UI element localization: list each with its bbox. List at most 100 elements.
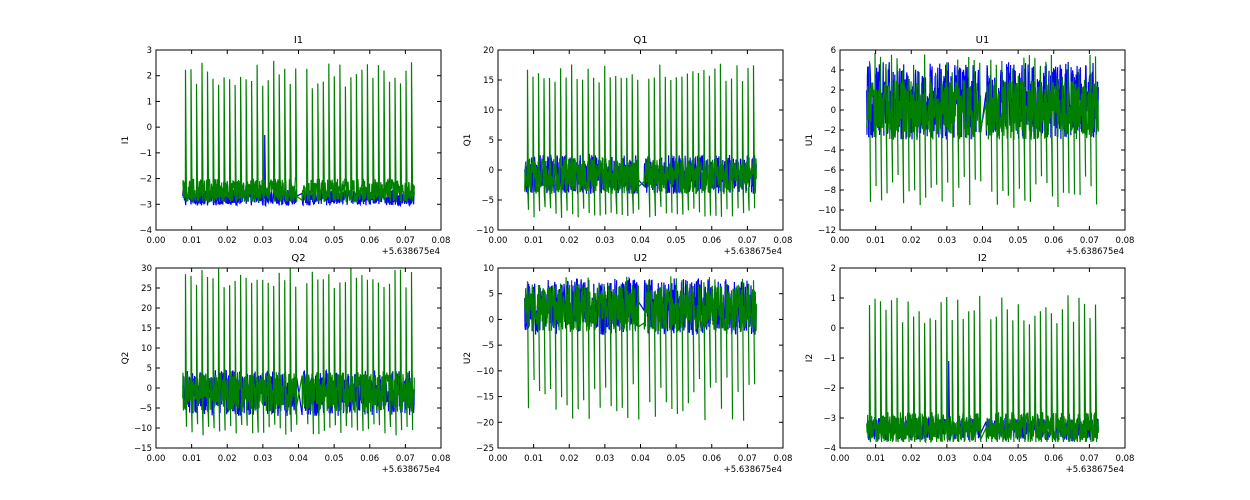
x-tick-label: 0.02	[218, 236, 237, 246]
x-tick-label: 0.07	[1080, 454, 1099, 464]
x-tick-label: 0.02	[560, 236, 579, 246]
y-tick-label: 0	[831, 324, 836, 334]
chart-title: Q1	[633, 35, 647, 46]
x-offset-label: +5.638675e4	[724, 465, 782, 475]
x-offset-label: +5.638675e4	[382, 465, 440, 475]
x-tick-label: 0.07	[738, 236, 757, 246]
x-tick-label: 0.06	[1044, 454, 1063, 464]
axes-frame	[155, 267, 442, 449]
x-tick-label: 0.08	[1116, 236, 1135, 246]
y-tick-label: −15	[134, 444, 152, 454]
x-tick-label: 0.08	[1116, 454, 1135, 464]
y-tick-label: 0	[147, 384, 152, 394]
y-tick-label: 20	[141, 304, 152, 314]
y-tick-label: 5	[147, 364, 152, 374]
y-tick-label: −15	[476, 393, 494, 403]
y-tick-label: 3	[147, 46, 152, 56]
y-tick-label: 1	[147, 97, 152, 107]
x-tick-label: 0.03	[595, 236, 614, 246]
series-line-green	[182, 268, 415, 436]
x-tick-label: 0.03	[595, 454, 614, 464]
x-tick-label: 0.03	[937, 236, 956, 246]
x-tick-label: 0.05	[325, 454, 344, 464]
x-tick-label: 0.06	[702, 454, 721, 464]
x-tick-label: 0.02	[218, 454, 237, 464]
y-tick-label: −5	[481, 341, 494, 351]
x-tick-label: 0.06	[1044, 236, 1063, 246]
x-tick-label: 0.01	[524, 454, 543, 464]
y-tick-label: −25	[476, 444, 494, 454]
x-tick-label: 0.03	[253, 454, 272, 464]
x-tick-label: 0.06	[360, 236, 379, 246]
y-tick-label: −1	[823, 354, 836, 364]
y-tick-label: 5	[489, 136, 494, 146]
series-line-green	[524, 276, 757, 421]
subplot-q1: 0.00 0.01 0.02 0.03 0.04 0.05 0.06 0.07 0.08 −10 −…	[463, 35, 792, 257]
y-tick-label: 10	[483, 106, 494, 116]
y-tick-label: 1	[831, 294, 836, 304]
x-tick-label: 0.04	[631, 454, 650, 464]
chart-title: I1	[294, 35, 303, 46]
y-axis-label: Q1	[463, 134, 473, 147]
chart-title: Q2	[291, 253, 305, 264]
x-tick-label: 0.07	[738, 454, 757, 464]
y-tick-label: −12	[818, 226, 836, 236]
x-tick-label: 0.02	[902, 454, 921, 464]
x-tick-label: 0.00	[489, 454, 508, 464]
y-tick-label: 0	[147, 123, 152, 133]
y-tick-label: 25	[141, 284, 152, 294]
chart-title: I2	[978, 253, 987, 264]
x-tick-label: 0.01	[524, 236, 543, 246]
y-tick-label: −8	[823, 186, 836, 196]
x-tick-label: 0.05	[1009, 454, 1028, 464]
y-tick-label: 20	[483, 46, 494, 56]
y-axis-label: U1	[805, 134, 815, 146]
x-tick-label: 0.04	[289, 454, 308, 464]
plot-area	[866, 52, 1099, 208]
y-tick-label: 2	[147, 72, 152, 82]
x-tick-label: 0.04	[973, 236, 992, 246]
y-tick-label: 2	[831, 264, 836, 274]
plot-area	[524, 276, 757, 421]
y-tick-label: 30	[141, 264, 152, 274]
x-tick-label: 0.01	[182, 454, 201, 464]
subplot-i1: 0.00 0.01 0.02 0.03 0.04 0.05 0.06 0.07 0.08 −4 −3…	[121, 35, 450, 257]
y-tick-label: −2	[139, 175, 152, 185]
y-tick-label: 0	[831, 106, 836, 116]
y-tick-label: −5	[481, 196, 494, 206]
subplot-i2: 0.00 0.01 0.02 0.03 0.04 0.05 0.06 0.07 0.08 −4 −3…	[805, 253, 1134, 475]
x-tick-label: 0.05	[667, 454, 686, 464]
x-tick-label: 0.08	[774, 236, 793, 246]
x-tick-label: 0.00	[831, 454, 850, 464]
plot-area	[524, 63, 757, 218]
y-tick-label: −6	[823, 166, 836, 176]
y-tick-label: 10	[141, 344, 152, 354]
y-tick-label: 10	[483, 264, 494, 274]
series-line-green	[524, 63, 757, 218]
series-line-green	[866, 52, 1099, 208]
series-line-green	[182, 60, 415, 204]
y-tick-label: −10	[818, 206, 836, 216]
y-tick-label: −10	[476, 367, 494, 377]
x-offset-label: +5.638675e4	[1066, 247, 1124, 257]
x-tick-label: 0.02	[560, 454, 579, 464]
subplot-u1: 0.00 0.01 0.02 0.03 0.04 0.05 0.06 0.07 0.08 −12 −…	[805, 35, 1134, 257]
x-tick-label: 0.08	[432, 454, 451, 464]
plot-area	[866, 295, 1099, 444]
subplot-q2: 0.00 0.01 0.02 0.03 0.04 0.05 0.06 0.07 0.08 −15 −…	[121, 253, 450, 475]
y-tick-label: 15	[483, 76, 494, 86]
x-tick-label: 0.06	[360, 454, 379, 464]
y-tick-label: −2	[823, 384, 836, 394]
x-tick-label: 0.02	[902, 236, 921, 246]
x-tick-label: 0.05	[667, 236, 686, 246]
y-tick-label: 6	[831, 46, 836, 56]
x-tick-label: 0.08	[432, 236, 451, 246]
x-tick-label: 0.08	[774, 454, 793, 464]
y-tick-label: 0	[489, 315, 494, 325]
x-offset-label: +5.638675e4	[1066, 465, 1124, 475]
y-tick-label: −3	[823, 414, 836, 424]
x-tick-label: 0.03	[253, 236, 272, 246]
y-axis-label: Q2	[121, 352, 131, 365]
chart-title: U2	[634, 253, 648, 264]
